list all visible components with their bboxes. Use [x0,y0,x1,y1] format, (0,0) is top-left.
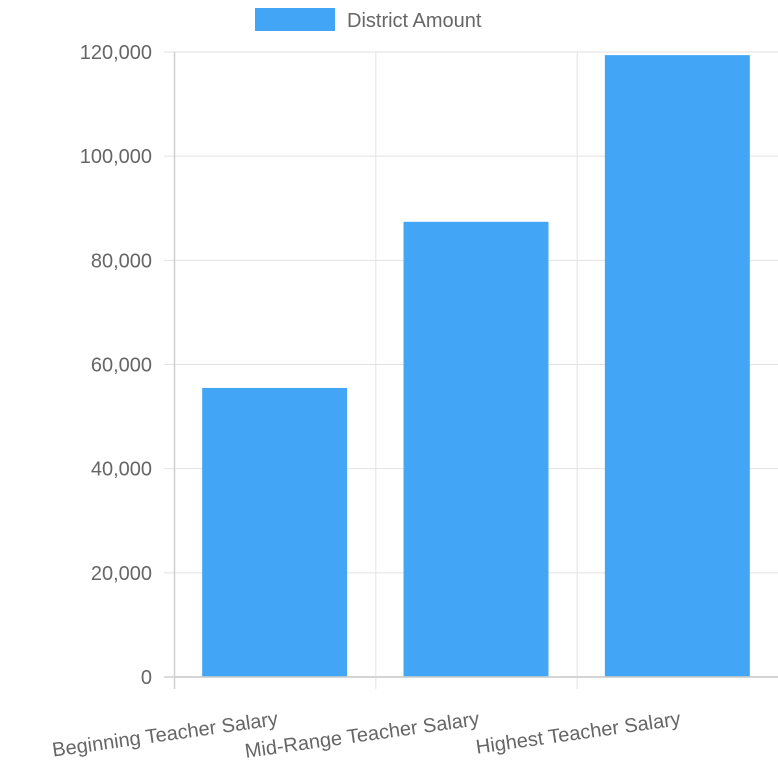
bar[interactable] [202,387,348,677]
y-tick-label: 60,000 [91,355,152,377]
legend-label: District Amount [347,10,482,32]
bar[interactable] [604,55,750,677]
bar[interactable] [403,221,549,677]
legend-swatch [255,8,335,31]
y-tick-label: 100,000 [80,146,152,168]
y-tick-label: 80,000 [91,250,152,272]
y-tick-labels: 0 20,000 40,000 60,000 80,000 100,000 120,000 [80,42,152,689]
x-tick-label: Mid-Range Teacher Salary [244,708,481,763]
y-tick-label: 40,000 [91,459,152,481]
y-tick-label: 120,000 [80,42,152,64]
bars [202,55,750,677]
y-tick-label: 0 [141,667,152,689]
legend[interactable]: District Amount [255,8,482,32]
x-tick-label: Highest Teacher Salary [475,708,682,759]
y-tick-label: 20,000 [91,563,152,585]
